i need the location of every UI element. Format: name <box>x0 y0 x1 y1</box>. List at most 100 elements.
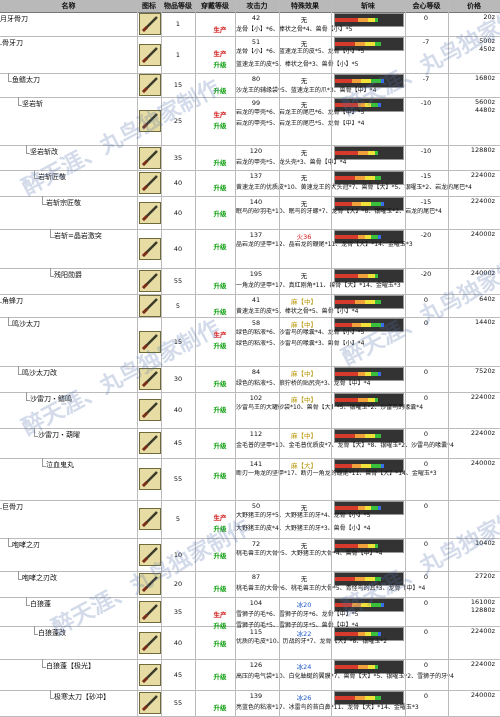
special-effect: 无 <box>300 77 308 85</box>
material-list: 黄速龙王的优质皮*10、黄速龙王的大头冠*7、兽骨【大】*5、银曜玉*2、岩龙的… <box>236 184 472 191</box>
table-row: 鸣沙太刀改 30 84 麻【中】 0 7520z 升级 绿色的粘液*5、狼狞桥的贴尻壳*3、龙… <box>0 366 500 393</box>
sharpness-segment <box>335 398 359 402</box>
item-level: 10 <box>173 550 183 559</box>
sharpness-segment <box>374 398 378 402</box>
sharpness-segment <box>335 464 352 468</box>
upgrade-tag: 升级 <box>213 308 227 316</box>
sharpness-segment <box>351 79 362 83</box>
material-list: 大野猪王的皮*4、大野猪王的牙*3、兽骨【小】*4 <box>236 525 371 532</box>
header-name: 名称 <box>61 2 76 10</box>
table-row: 咆哮之刃改 20 87 无 0 2720z 升级 桃毛兽王的大骨*6、桃毛兽王的大骨*5、青怪… <box>0 571 500 598</box>
sharpness-segment <box>358 151 368 155</box>
weapon-name: 岩斩匠敬 <box>38 173 66 181</box>
table-row: 骨牙刀 1 51 无 -7 500z 450z 生产 龙骨【小】*6、蓝速龙王的皮*5、龙骨【… <box>0 36 500 74</box>
price: 12880z <box>470 147 495 154</box>
crit-level: 0 <box>423 502 429 510</box>
price: 24000z <box>470 460 495 467</box>
upgrade-tag: 升级 <box>213 472 227 480</box>
sharpness-segment <box>335 235 359 239</box>
table-row: 鱼鳍太刀 15 80 无 -7 1680z 升级 沙龙王的辅缘袋*5、蓝速龙王的爪*3、兽骨【… <box>0 73 500 98</box>
column-divider <box>137 0 138 716</box>
long-sword-icon <box>139 432 161 454</box>
sharpness-bar <box>334 37 404 51</box>
special-effect: 麻【中】 <box>291 370 317 378</box>
sharpness-segment <box>351 202 362 206</box>
sharpness-bar <box>334 572 404 586</box>
special-effect: 火36 <box>296 233 312 241</box>
sharpness-segment <box>368 665 375 669</box>
table-row: 沙雷刀・鳍鸣 40 102 麻【中】 0 22400z 升级 沙雷鸟王的大罐砂袋*10、兽骨【… <box>0 392 500 429</box>
price: 640z <box>479 296 495 303</box>
table-row: 白狼蓬改 40 115 冰22 0 22400z 升级 优质的毛皮*10、历战的牙*7、龙骨【… <box>0 626 500 660</box>
tree-connector <box>0 36 2 45</box>
table-row: 岩斩匠敬 40 137 无 -15 22400z 升级 黄速龙王的优质皮*10、黄速龙王的大头… <box>0 170 500 197</box>
material-list: 金毛普的坚甲*10、金毛普优质皮*7、龙骨【大】*8、银曜玉*2、沙雷鸟的喙囊*… <box>236 442 454 449</box>
sharpness-segment <box>361 79 372 83</box>
table-row: 岩斩=晶岩激突 40 137 火36 -20 24000z 升级 晶岩龙的坚甲*12、晶岩龙的… <box>0 229 500 269</box>
price: 1680z <box>475 75 495 82</box>
tree-connector <box>42 196 46 205</box>
upgrade-tag: 升级 <box>213 159 227 167</box>
item-level: 35 <box>173 153 183 162</box>
price: 22400z <box>470 628 495 635</box>
sharpness-segment <box>364 372 372 376</box>
price: 5600z 4480z <box>475 99 495 114</box>
sharpness-segment <box>364 696 375 700</box>
sharpness-segment <box>364 176 375 180</box>
production-tag: 生产 <box>213 111 227 119</box>
sharpness-segment <box>335 300 355 304</box>
sharpness-segment <box>377 235 382 239</box>
upgrade-tag: 升级 <box>213 673 227 681</box>
long-sword-icon <box>139 399 161 421</box>
sharpness-bar <box>334 501 404 515</box>
material-list: 眠鸟的砂羽毛*10、眠鸟的牙螺*7、龙骨【大】*8、银曜玉*2、岩龙的尾巴*4 <box>236 208 442 215</box>
tree-connector <box>50 690 54 699</box>
weapon-name: 岩斩=晶岩激突 <box>54 232 102 240</box>
sharpness-segment <box>371 603 382 607</box>
sharpness-segment <box>368 398 375 402</box>
column-divider <box>279 0 280 716</box>
table-row: 巨骨刀 5 50 无 0 生产 大野猪王的牙*5、大野猪王的牙*4、龙骨【小】*5 升级 大野猪… <box>0 500 500 539</box>
tree-connector <box>34 170 38 179</box>
weapon-name: 鱼鳍太刀 <box>12 76 40 84</box>
crit-level: -10 <box>420 147 432 155</box>
sharpness-segment <box>335 434 355 438</box>
material-list: 岩龙的甲壳*6、岩龙王的尾巴*6、龙骨【中】*5 <box>236 109 365 116</box>
material-list: 雪狮子的毛*5、雪狮子的牙*5、兽骨【中】*4 <box>236 622 359 628</box>
sharpness-segment <box>354 176 365 180</box>
item-level: 45 <box>173 439 183 447</box>
item-level: 1 <box>175 50 181 59</box>
sharpness-segment <box>364 42 375 46</box>
sharpness-segment <box>335 151 359 155</box>
long-sword-icon <box>139 172 161 194</box>
sharpness-bar <box>334 74 404 88</box>
tree-connector <box>42 458 46 467</box>
sharpness-segment <box>354 42 365 46</box>
weapon-name: 骨牙刀 <box>2 39 23 47</box>
sharpness-segment <box>361 202 372 206</box>
item-level: 1 <box>175 20 181 28</box>
sharpness-bar <box>334 429 404 443</box>
sharpness-segment <box>381 79 385 83</box>
header-item-level: 物品等级 <box>164 2 192 10</box>
material-list: 沙龙王的辅缘袋*5、蓝速龙王的爪*3、兽骨【中】*4 <box>236 87 377 94</box>
material-list: 亮蓝色的粘液*17、冰雷鸟的苔白鼻*11、龙骨【大】*14、金曜玉*3 <box>236 704 419 711</box>
table-row: 鸣沙太刀 15 58 麻【中】 0 1440z 生产 绿色的粘液*6、沙雷鸟的喙囊*4、龙骨【… <box>0 317 500 367</box>
special-effect: 无 <box>300 272 308 280</box>
special-effect: 麻【中】 <box>291 396 317 404</box>
sharpness-segment <box>358 632 365 636</box>
sharpness-segment <box>354 577 365 581</box>
tree-connector <box>8 538 12 547</box>
tree-connector <box>18 97 22 106</box>
item-level: 40 <box>173 244 183 253</box>
table-row: 角蜂刀 5 41 麻【中】 0 640z 升级 黄速龙王的皮*5、棒状之骨*5、兽骨【小】*4 <box>0 294 500 318</box>
tree-connector <box>26 392 30 401</box>
upgrade-tag: 升级 <box>213 622 227 630</box>
price: 24000z <box>470 270 495 277</box>
sharpness-bar <box>334 660 404 674</box>
upgrade-tag: 升级 <box>213 552 227 560</box>
special-effect: 无 <box>300 200 308 208</box>
item-level: 15 <box>173 337 183 346</box>
long-sword-icon <box>139 508 161 530</box>
sharpness-segment <box>364 300 375 304</box>
